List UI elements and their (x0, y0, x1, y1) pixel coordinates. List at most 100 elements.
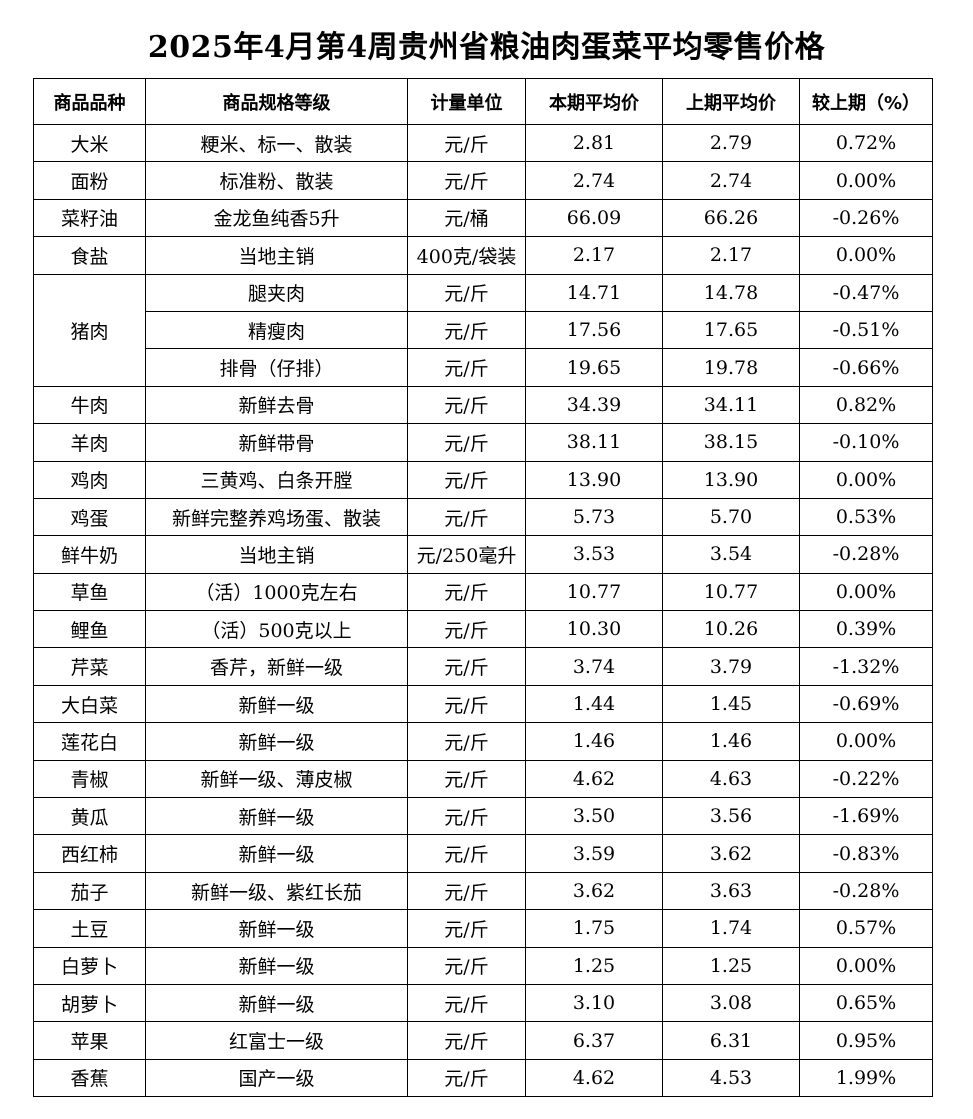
cell-previous-price: 5.70 (662, 497, 800, 537)
cell-change: 0.53% (799, 497, 933, 537)
cell-spec: 当地主销 (145, 236, 408, 275)
cell-product-name: 食盐 (33, 236, 146, 275)
cell-change: -0.28% (799, 871, 933, 911)
cell-previous-price: 1.45 (662, 684, 800, 724)
cell-product-name: 猪肉 (33, 273, 146, 387)
cell-unit: 元/斤 (407, 1058, 526, 1098)
cell-previous-price: 1.74 (662, 909, 800, 948)
cell-previous-price: 3.08 (662, 983, 800, 1023)
cell-product-name: 菜籽油 (33, 198, 146, 238)
table-row: 精瘦肉 元/斤 17.56 17.65 -0.51% (34, 310, 933, 350)
table-row: 莲花白 新鲜一级 元/斤 1.46 1.46 0.00% (33, 722, 933, 761)
cell-unit: 元/斤 (407, 273, 526, 312)
cell-spec: 新鲜一级 (145, 983, 408, 1023)
cell-current-price: 1.25 (525, 946, 663, 985)
table-body: 大米 粳米、标一、散装 元/斤 2.81 2.79 0.72% 面粉 标准粉、散装 元/斤 2.7… (33, 123, 933, 1098)
price-table: 商品品种 商品规格等级 计量单位 本期平均价 上期平均价 较上期（%） 大米 粳米… (33, 78, 933, 1098)
cell-previous-price: 3.56 (662, 797, 800, 836)
table-row: 鲜牛奶 当地主销 元/250毫升 3.53 3.54 -0.28% (33, 535, 933, 574)
cell-current-price: 38.11 (525, 423, 663, 462)
cell-current-price: 13.90 (525, 460, 663, 499)
cell-product-name: 莲花白 (33, 722, 146, 761)
cell-change: -0.22% (799, 759, 933, 799)
header-current-price: 本期平均价 (525, 78, 663, 125)
cell-spec: 新鲜完整养鸡场蛋、散装 (145, 497, 408, 537)
cell-spec: 排骨（仔排） (145, 348, 408, 387)
cell-change: 0.00% (799, 572, 933, 612)
cell-previous-price: 13.90 (662, 460, 800, 499)
cell-current-price: 2.74 (525, 161, 663, 200)
cell-current-price: 66.09 (525, 198, 663, 238)
cell-unit: 元/250毫升 (407, 535, 526, 574)
cell-unit: 元/斤 (407, 572, 526, 612)
cell-current-price: 34.39 (525, 385, 663, 425)
cell-change: 0.00% (799, 722, 933, 761)
cell-change: 1.99% (799, 1058, 933, 1098)
cell-spec: 标准粉、散装 (145, 161, 408, 200)
cell-unit: 元/斤 (407, 1021, 526, 1060)
cell-previous-price: 1.46 (662, 722, 800, 761)
cell-change: -0.47% (799, 273, 933, 312)
cell-previous-price: 2.17 (662, 236, 800, 275)
table-header-row: 商品品种 商品规格等级 计量单位 本期平均价 上期平均价 较上期（%） (33, 78, 933, 125)
cell-product-name: 鲤鱼 (33, 610, 146, 649)
cell-product-name: 面粉 (33, 161, 146, 200)
header-spec: 商品规格等级 (145, 78, 408, 125)
cell-current-price: 3.74 (525, 647, 663, 686)
table-row: 青椒 新鲜一级、薄皮椒 元/斤 4.62 4.63 -0.22% (33, 759, 933, 799)
cell-spec: 新鲜一级 (145, 834, 408, 873)
cell-previous-price: 2.79 (662, 123, 800, 163)
cell-spec: 三黄鸡、白条开膛 (145, 460, 408, 499)
header-previous-price: 上期平均价 (662, 78, 800, 125)
cell-unit: 400克/袋装 (407, 236, 526, 275)
header-unit: 计量单位 (407, 78, 526, 125)
table-row: 食盐 当地主销 400克/袋装 2.17 2.17 0.00% (33, 236, 933, 275)
table-row: 鸡肉 三黄鸡、白条开膛 元/斤 13.90 13.90 0.00% (33, 460, 933, 499)
cell-current-price: 10.30 (525, 610, 663, 649)
table-row: 苹果 红富士一级 元/斤 6.37 6.31 0.95% (33, 1021, 933, 1060)
table-row: 面粉 标准粉、散装 元/斤 2.74 2.74 0.00% (33, 161, 933, 200)
cell-unit: 元/斤 (407, 161, 526, 200)
cell-previous-price: 10.77 (662, 572, 800, 612)
table-row: 西红柿 新鲜一级 元/斤 3.59 3.62 -0.83% (33, 834, 933, 873)
cell-current-price: 1.75 (525, 909, 663, 948)
cell-previous-price: 6.31 (662, 1021, 800, 1060)
cell-product-name: 羊肉 (33, 423, 146, 462)
cell-unit: 元/斤 (407, 909, 526, 948)
table-row: 鸡蛋 新鲜完整养鸡场蛋、散装 元/斤 5.73 5.70 0.53% (33, 497, 933, 537)
cell-spec: 新鲜一级、紫红长茄 (145, 871, 408, 911)
table-row: 香蕉 国产一级 元/斤 4.62 4.53 1.99% (33, 1058, 933, 1098)
cell-unit: 元/斤 (407, 834, 526, 873)
cell-spec: 新鲜一级、薄皮椒 (145, 759, 408, 799)
cell-product-name: 鸡蛋 (33, 497, 146, 537)
cell-change: 0.65% (799, 983, 933, 1023)
cell-unit: 元/桶 (407, 198, 526, 238)
cell-unit: 元/斤 (407, 647, 526, 686)
cell-unit: 元/斤 (407, 348, 526, 387)
cell-unit: 元/斤 (407, 946, 526, 985)
cell-spec: 新鲜一级 (145, 946, 408, 985)
cell-product-name: 白萝卜 (33, 946, 146, 985)
cell-product-name: 胡萝卜 (33, 983, 146, 1023)
cell-current-price: 3.50 (525, 797, 663, 836)
cell-unit: 元/斤 (407, 385, 526, 425)
cell-previous-price: 34.11 (662, 385, 800, 425)
table-row: 鲤鱼 （活）500克以上 元/斤 10.30 10.26 0.39% (33, 610, 933, 649)
cell-product-name: 牛肉 (33, 385, 146, 425)
cell-change: -0.51% (799, 310, 933, 350)
cell-spec: 腿夹肉 (145, 273, 408, 312)
cell-previous-price: 4.63 (662, 759, 800, 799)
cell-previous-price: 17.65 (662, 310, 800, 350)
cell-product-name: 鲜牛奶 (33, 535, 146, 574)
cell-unit: 元/斤 (407, 759, 526, 799)
cell-current-price: 3.59 (525, 834, 663, 873)
cell-current-price: 5.73 (525, 497, 663, 537)
table-row: 胡萝卜 新鲜一级 元/斤 3.10 3.08 0.65% (33, 983, 933, 1023)
cell-previous-price: 10.26 (662, 610, 800, 649)
table-row: 黄瓜 新鲜一级 元/斤 3.50 3.56 -1.69% (33, 797, 933, 836)
cell-previous-price: 38.15 (662, 423, 800, 462)
table-row: 牛肉 新鲜去骨 元/斤 34.39 34.11 0.82% (33, 385, 933, 425)
cell-previous-price: 3.54 (662, 535, 800, 574)
table-row: 猪肉 腿夹肉 元/斤 14.71 14.78 -0.47% (33, 273, 933, 387)
cell-spec: 精瘦肉 (145, 310, 408, 350)
